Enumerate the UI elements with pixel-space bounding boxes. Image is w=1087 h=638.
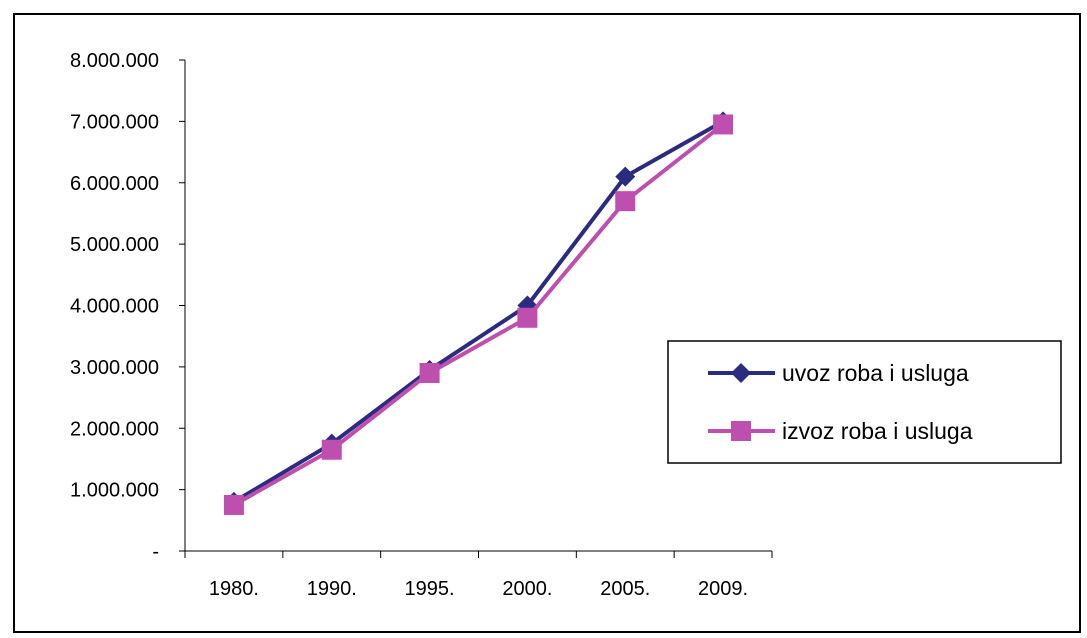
x-tick-label: 2005. xyxy=(600,578,650,600)
x-tick-label: 2000. xyxy=(502,578,552,600)
y-tick-label: 7.000.000 xyxy=(70,111,159,133)
y-tick-label: 5.000.000 xyxy=(70,234,159,256)
legend-label: uvoz roba i usluga xyxy=(782,360,969,386)
y-tick-label: 8.000.000 xyxy=(70,50,159,72)
y-tick-label: 6.000.000 xyxy=(70,173,159,195)
legend: uvoz roba i usluga izvoz roba i usluga xyxy=(668,341,1061,463)
legend-entry: izvoz roba i usluga xyxy=(708,418,973,444)
x-axis: 1980. 1990. 1995. 2000. 2005. 2009. xyxy=(185,551,772,600)
y-tick-label: - xyxy=(152,541,159,563)
data-point-marker xyxy=(713,114,733,134)
x-tick-label: 2009. xyxy=(698,578,748,600)
data-point-marker xyxy=(517,308,537,328)
y-tick-label: 4.000.000 xyxy=(70,296,159,318)
series-uvoz xyxy=(224,111,733,512)
x-tick-label: 1995. xyxy=(405,578,455,600)
series-izvoz xyxy=(224,114,733,515)
y-tick-label: 3.000.000 xyxy=(70,357,159,379)
legend-label: izvoz roba i usluga xyxy=(782,418,973,444)
y-tick-label: 1.000.000 xyxy=(70,480,159,502)
data-point-marker xyxy=(322,440,342,460)
series-line xyxy=(234,121,723,502)
data-point-marker xyxy=(615,191,635,211)
y-tick-label: 2.000.000 xyxy=(70,418,159,440)
data-point-marker xyxy=(224,495,244,515)
x-tick-label: 1980. xyxy=(209,578,259,600)
x-tick-label: 1990. xyxy=(307,578,357,600)
y-axis: - 1.000.000 2.000.000 3.000.000 4.000.000 5.0… xyxy=(70,50,185,563)
series-layer xyxy=(224,111,733,515)
series-line xyxy=(234,124,723,505)
legend-swatch-marker xyxy=(731,421,751,441)
data-point-marker xyxy=(420,363,440,383)
